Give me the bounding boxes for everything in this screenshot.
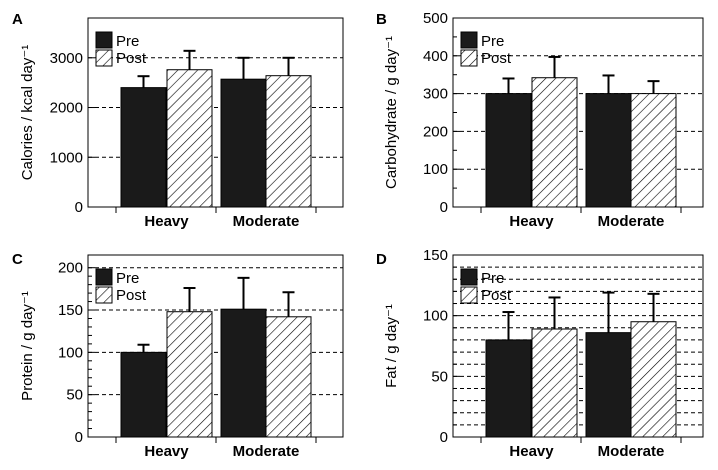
y-tick-label: 300 [423, 86, 448, 103]
legend-swatch-pre [460, 268, 478, 286]
legend-swatch-post [460, 286, 478, 304]
bar-post-heavy [531, 328, 578, 438]
bar-post-moderate [265, 316, 312, 438]
y-tick-label: 500 [423, 10, 448, 27]
legend-label-post: Post [481, 287, 512, 304]
y-tick-label: 2000 [50, 100, 83, 117]
legend-swatch-pre [95, 268, 113, 286]
y-tick-label: 100 [423, 161, 448, 178]
y-tick-label: 50 [66, 387, 83, 404]
y-axis-label: Carbohydrate / g day⁻¹ [383, 36, 400, 189]
y-tick-label: 200 [423, 123, 448, 140]
plot-frame [452, 254, 704, 438]
y-tick-label: 0 [75, 199, 83, 216]
category-label: Moderate [233, 443, 300, 460]
y-tick-label: 1000 [50, 149, 83, 166]
category-label: Heavy [144, 213, 189, 230]
bar-post-moderate [265, 75, 312, 208]
bar-pre-moderate [220, 78, 267, 208]
legend-label-post: Post [116, 50, 147, 67]
y-tick-label: 400 [423, 48, 448, 65]
bar-pre-moderate [585, 332, 632, 438]
bar-pre-heavy [120, 87, 167, 208]
category-label: Heavy [509, 213, 554, 230]
bar-pre-moderate [585, 93, 632, 208]
bar-post-heavy [531, 77, 578, 208]
category-label: Moderate [598, 443, 665, 460]
y-axis-label: Fat / g day⁻¹ [383, 304, 400, 388]
y-tick-label: 3000 [50, 50, 83, 67]
bar-pre-moderate [220, 308, 267, 438]
legend-swatch-pre [95, 31, 113, 49]
y-tick-label: 200 [58, 260, 83, 277]
panel-letter: D [376, 251, 387, 268]
bar-pre-heavy [485, 93, 532, 208]
bar-post-heavy [166, 69, 213, 208]
bar-post-moderate [630, 93, 677, 208]
y-tick-label: 150 [58, 302, 83, 319]
legend-swatch-post [95, 49, 113, 67]
bar-pre-heavy [120, 351, 167, 438]
y-tick-label: 50 [431, 368, 448, 385]
legend-swatch-post [460, 49, 478, 67]
category-label: Heavy [144, 443, 189, 460]
bar-post-moderate [630, 321, 677, 438]
y-tick-label: 0 [440, 429, 448, 446]
legend-label-pre: Pre [481, 270, 504, 287]
y-tick-label: 100 [58, 344, 83, 361]
legend-label-pre: Pre [116, 33, 139, 50]
panel-letter: A [12, 11, 23, 28]
y-tick-label: 0 [440, 199, 448, 216]
y-axis-label: Protein / g day⁻¹ [19, 291, 36, 401]
y-tick-label: 100 [423, 308, 448, 325]
legend-label-post: Post [481, 50, 512, 67]
y-axis-label: Calories / kcal day⁻¹ [19, 45, 36, 180]
y-tick-label: 0 [75, 429, 83, 446]
panel-letter: B [376, 11, 387, 28]
legend-swatch-post [95, 286, 113, 304]
category-label: Heavy [509, 443, 554, 460]
bar-post-heavy [166, 311, 213, 438]
category-label: Moderate [233, 213, 300, 230]
legend-swatch-pre [460, 31, 478, 49]
panel-letter: C [12, 251, 23, 268]
legend-label-post: Post [116, 287, 147, 304]
bar-pre-heavy [485, 339, 532, 438]
y-tick-label: 150 [423, 247, 448, 264]
category-label: Moderate [598, 213, 665, 230]
legend-label-pre: Pre [116, 270, 139, 287]
legend-label-pre: Pre [481, 33, 504, 50]
